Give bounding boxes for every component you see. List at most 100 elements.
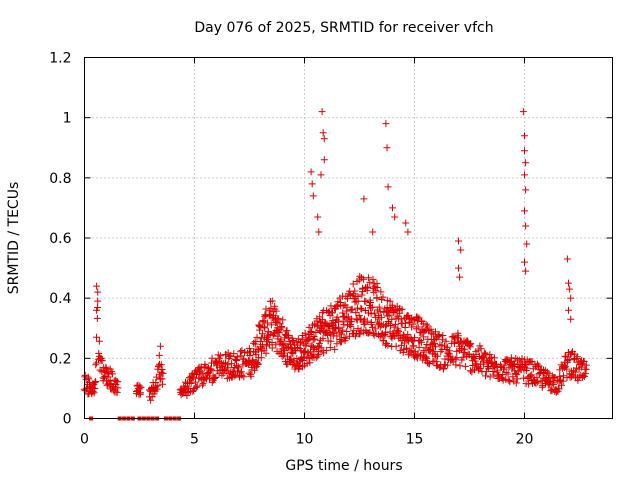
data-point [345,332,353,340]
data-point [451,355,459,363]
data-point [320,135,328,143]
data-point [262,349,270,357]
data-point [360,195,368,203]
data-point [424,322,432,330]
data-point [379,293,387,301]
data-point [392,342,400,350]
data-point [580,358,588,366]
data-point [241,348,249,356]
data-point [233,353,241,361]
data-point [573,353,581,361]
x-tick-label: 10 [296,432,314,448]
data-point [525,380,533,388]
data-point [339,326,347,334]
data-point [312,329,320,337]
data-point [272,341,280,349]
data-point [559,372,567,380]
data-point [207,365,215,373]
data-point [512,379,520,387]
data-point [489,368,497,376]
data-point [228,360,236,368]
data-point [366,328,374,336]
data-point [136,382,144,390]
data-point [477,345,485,353]
data-point [563,365,571,373]
data-point [459,353,467,361]
data-point [561,352,569,360]
data-point [454,332,462,340]
data-point [193,382,201,390]
data-point [309,336,317,344]
data-point [407,315,415,323]
data-point [335,325,343,333]
data-point [314,343,322,351]
data-point [260,323,268,331]
data-point [358,291,366,299]
data-point [262,305,270,313]
data-point [355,312,363,320]
data-point [356,330,364,338]
data-point [313,317,321,325]
data-point [156,342,164,350]
data-point [482,372,490,380]
data-point [416,337,424,345]
data-point [339,309,347,317]
data-point [259,318,267,326]
data-point [521,258,528,266]
data-point [371,325,379,333]
data-point [95,337,103,345]
data-point [272,307,280,315]
data-point [335,317,343,325]
data-point [376,307,384,315]
data-point [404,228,412,236]
data-point [155,351,163,359]
data-point [333,313,341,321]
x-tick-label: 20 [516,432,534,448]
data-point [314,352,322,360]
data-point [373,284,381,292]
data-point [347,306,355,314]
data-point [275,315,283,323]
chart-title: Day 076 of 2025, SRMTID for receiver vfc… [194,20,493,36]
data-point [300,347,308,355]
data-point [347,322,355,330]
data-point [226,352,234,360]
data-point [358,305,366,313]
data-point [487,353,495,361]
data-point [402,319,410,327]
tick-labels: 0 5 10 15 20 0 0.2 0.4 0.6 0.8 1 1.2 [49,51,533,448]
data-point [555,385,563,393]
data-point [432,358,440,366]
data-point [217,352,225,360]
data-point [384,183,392,191]
data-point [257,354,265,362]
data-point [105,369,113,377]
data-point [382,340,390,348]
data-point [319,129,327,137]
data-point [573,354,581,362]
data-point [251,340,259,348]
data-point [384,341,392,349]
data-point [158,375,166,383]
data-point [474,346,482,354]
data-point [360,275,368,283]
data-point [327,302,335,310]
data-point [198,381,206,389]
data-point [351,298,359,306]
data-point [568,349,576,357]
data-point [455,264,462,272]
data-point [568,371,576,379]
data-point [113,388,121,396]
axis-ticks [84,57,613,419]
data-point [485,365,493,373]
data-point [191,378,199,386]
data-point [199,380,207,388]
data-point [309,192,317,200]
data-point [307,168,315,176]
data-point [367,318,375,326]
data-point [237,368,245,376]
data-point [187,379,195,387]
data-point [352,309,360,317]
data-point [230,350,238,358]
